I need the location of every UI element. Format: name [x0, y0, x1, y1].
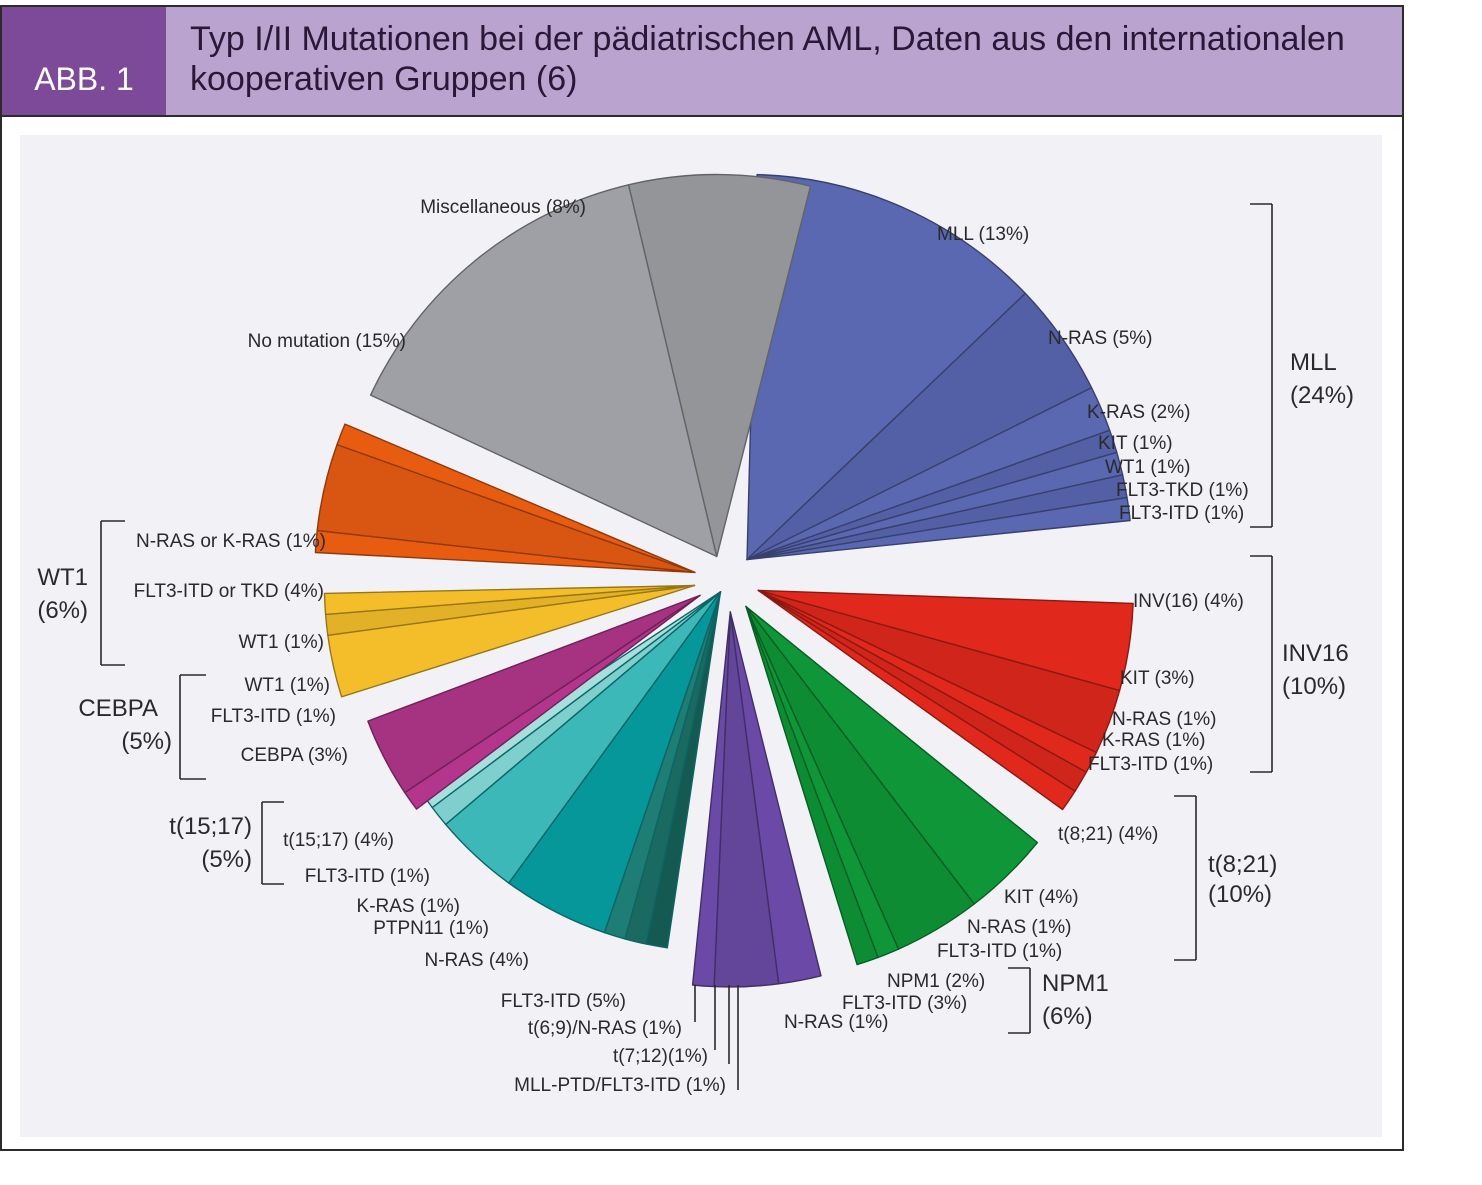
- figure-badge: ABB. 1: [2, 7, 166, 115]
- pie-slice: [367, 594, 701, 794]
- slice-label: K-RAS (2%): [1087, 402, 1190, 423]
- slice-label: FLT3-ITD (1%): [1119, 503, 1244, 524]
- slice-label: KIT (4%): [1004, 887, 1079, 908]
- slice-label: INV(16) (4%): [1133, 591, 1244, 612]
- slice-label: K-RAS (1%): [1102, 730, 1205, 751]
- slice-label: FLT3-ITD (1%): [1088, 754, 1213, 775]
- pie-slice: [746, 496, 1131, 561]
- pie-slice: [691, 611, 731, 988]
- slice-label: N-RAS (1%): [1112, 709, 1217, 730]
- slice-label: t(15;17) (4%): [283, 830, 394, 851]
- group-label: (6%): [1042, 1003, 1093, 1030]
- group-label: NPM1: [1042, 970, 1109, 997]
- slice-label: t(8;21) (4%): [1058, 824, 1158, 845]
- figure-title-line-1: Typ I/II Mutationen bei der pädiatrische…: [190, 20, 1345, 58]
- group-label: t(15;17): [169, 813, 252, 840]
- group-label: CEBPA: [78, 695, 158, 722]
- slice-label: FLT3-ITD (5%): [501, 991, 626, 1012]
- pie-slice: [757, 589, 1076, 811]
- slice-label: FLT3-ITD (1%): [211, 706, 336, 727]
- group-label: (5%): [121, 728, 172, 755]
- slice-label: MLL-PTD/FLT3-ITD (1%): [514, 1075, 726, 1096]
- slice-label: FLT3-TKD (1%): [1116, 480, 1249, 501]
- group-label: (10%): [1282, 673, 1346, 700]
- slice-label: NPM1 (2%): [887, 971, 985, 992]
- slice-label: MLL (13%): [937, 224, 1029, 245]
- group-label: (5%): [201, 846, 252, 873]
- slice-label: CEBPA (3%): [241, 745, 348, 766]
- figure-title: Typ I/II Mutationen bei der pädiatrische…: [190, 19, 1400, 99]
- slice-label: FLT3-ITD or TKD (4%): [134, 581, 324, 602]
- group-label: INV16: [1282, 640, 1349, 667]
- slice-label: WT1 (1%): [245, 675, 331, 696]
- slice-label: KIT (1%): [1098, 433, 1173, 454]
- slice-label: PTPN11 (1%): [373, 918, 489, 939]
- slice-label: No mutation (15%): [248, 331, 406, 352]
- slice-label: N-RAS (5%): [1048, 328, 1153, 349]
- group-label: (6%): [37, 597, 88, 624]
- slice-label: N-RAS or K-RAS (1%): [136, 531, 326, 552]
- group-label: (24%): [1290, 382, 1354, 409]
- pie-slice: [323, 584, 696, 616]
- pie-slice: [745, 605, 879, 966]
- pie-slice: [369, 184, 718, 558]
- group-label: MLL: [1290, 349, 1337, 376]
- slice-label: N-RAS (1%): [784, 1012, 889, 1033]
- slice-label: WT1 (1%): [239, 632, 325, 653]
- slice-label: Miscellaneous (8%): [420, 197, 586, 218]
- slice-label: FLT3-ITD (1%): [305, 866, 430, 887]
- slice-label: K-RAS (1%): [357, 896, 460, 917]
- pie-slice: [746, 173, 1026, 561]
- group-label: (10%): [1208, 881, 1272, 908]
- slice-label: KIT (3%): [1120, 668, 1195, 689]
- slice-label: FLT3-ITD (3%): [842, 993, 967, 1014]
- slice-label: FLT3-ITD (1%): [937, 941, 1062, 962]
- slice-label: N-RAS (1%): [967, 917, 1072, 938]
- slice-label: WT1 (1%): [1105, 457, 1191, 478]
- group-label: WT1: [37, 564, 88, 591]
- figure-title-line-2: kooperativen Gruppen (6): [190, 60, 578, 98]
- group-label: t(8;21): [1208, 851, 1277, 878]
- slice-label: t(6;9)/N-RAS (1%): [528, 1018, 682, 1039]
- pie-slice: [627, 173, 812, 558]
- slice-label: N-RAS (4%): [424, 950, 529, 971]
- slice-label: t(7;12)(1%): [613, 1046, 708, 1067]
- pie-slice: [336, 423, 696, 574]
- figure-header: ABB. 1 Typ I/II Mutationen bei der pädia…: [2, 7, 1402, 117]
